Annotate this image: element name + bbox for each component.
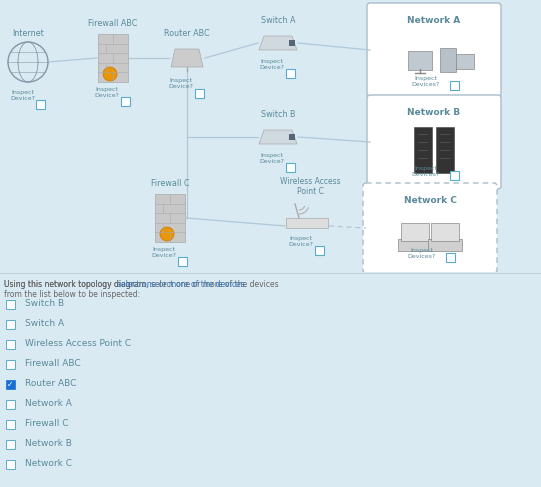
Text: Inspect
Devices?: Inspect Devices? [408,248,436,259]
Text: Wireless Access Point C: Wireless Access Point C [25,339,131,349]
Text: Inspect
Devices?: Inspect Devices? [412,166,440,177]
Bar [445,252,454,262]
FancyBboxPatch shape [155,194,185,242]
Text: Network C: Network C [404,196,457,205]
FancyBboxPatch shape [408,51,432,70]
Bar [286,218,328,228]
Text: Inspect
Device?: Inspect Device? [10,90,36,101]
FancyBboxPatch shape [367,3,501,97]
Bar [286,163,294,171]
Text: from the list below to be inspected:: from the list below to be inspected: [4,290,140,299]
Bar [289,134,295,140]
Text: Network C: Network C [25,460,72,468]
Text: Using this network topology diagram, select one or more of the devices: Using this network topology diagram, sel… [4,280,279,289]
Polygon shape [259,36,297,50]
Text: Switch B: Switch B [261,110,295,119]
Bar [177,257,187,265]
Bar [36,99,44,109]
FancyBboxPatch shape [398,239,432,251]
Text: Wireless Access
Point C: Wireless Access Point C [280,177,340,196]
Bar [289,40,295,46]
Bar [121,96,129,106]
FancyBboxPatch shape [456,54,474,69]
Text: Using this network topology diagram,: Using this network topology diagram, [4,280,151,289]
Text: Network A: Network A [407,16,460,25]
Text: select one or more of the devices: select one or more of the devices [117,280,245,289]
Polygon shape [259,130,297,144]
Text: Switch A: Switch A [261,16,295,25]
Text: Internet: Internet [12,29,44,38]
Text: Inspect
Device?: Inspect Device? [151,247,176,258]
FancyBboxPatch shape [414,127,432,173]
FancyBboxPatch shape [428,239,462,251]
Bar [314,245,324,255]
Circle shape [103,67,117,81]
Text: Inspect
Device?: Inspect Device? [260,59,285,70]
Text: ✓: ✓ [7,379,13,389]
Text: Inspect
Device?: Inspect Device? [260,153,285,164]
FancyBboxPatch shape [431,223,459,241]
Text: Router ABC: Router ABC [25,379,76,389]
Text: Inspect
Device?: Inspect Device? [288,236,313,247]
Bar [5,460,15,468]
Text: Switch A: Switch A [25,319,64,329]
FancyBboxPatch shape [440,48,456,72]
Text: Inspect
Device?: Inspect Device? [168,78,194,89]
Text: Firewall C: Firewall C [151,179,189,188]
Bar [5,300,15,308]
Bar [195,89,203,97]
Text: Inspect
Devices?: Inspect Devices? [412,76,440,87]
Text: Firewall ABC: Firewall ABC [25,359,81,369]
Text: Firewall ABC: Firewall ABC [88,19,138,28]
Text: Network B: Network B [407,108,460,117]
Bar [5,419,15,429]
FancyBboxPatch shape [98,34,128,82]
Bar [5,339,15,349]
Bar [5,439,15,449]
FancyBboxPatch shape [401,223,429,241]
Bar [450,170,459,180]
Bar [5,359,15,369]
Text: Network A: Network A [25,399,72,409]
FancyBboxPatch shape [436,127,454,173]
Bar [450,80,459,90]
Bar [5,379,15,389]
Circle shape [160,227,174,241]
Text: Inspect
Device?: Inspect Device? [95,87,120,98]
Text: Router ABC: Router ABC [164,29,210,38]
Text: Firewall C: Firewall C [25,419,69,429]
Bar [286,69,294,77]
Bar [5,399,15,409]
Text: Switch B: Switch B [25,300,64,308]
Text: Network B: Network B [25,439,72,449]
FancyBboxPatch shape [367,95,501,189]
Bar [5,319,15,329]
FancyBboxPatch shape [363,183,497,273]
Polygon shape [171,49,203,67]
